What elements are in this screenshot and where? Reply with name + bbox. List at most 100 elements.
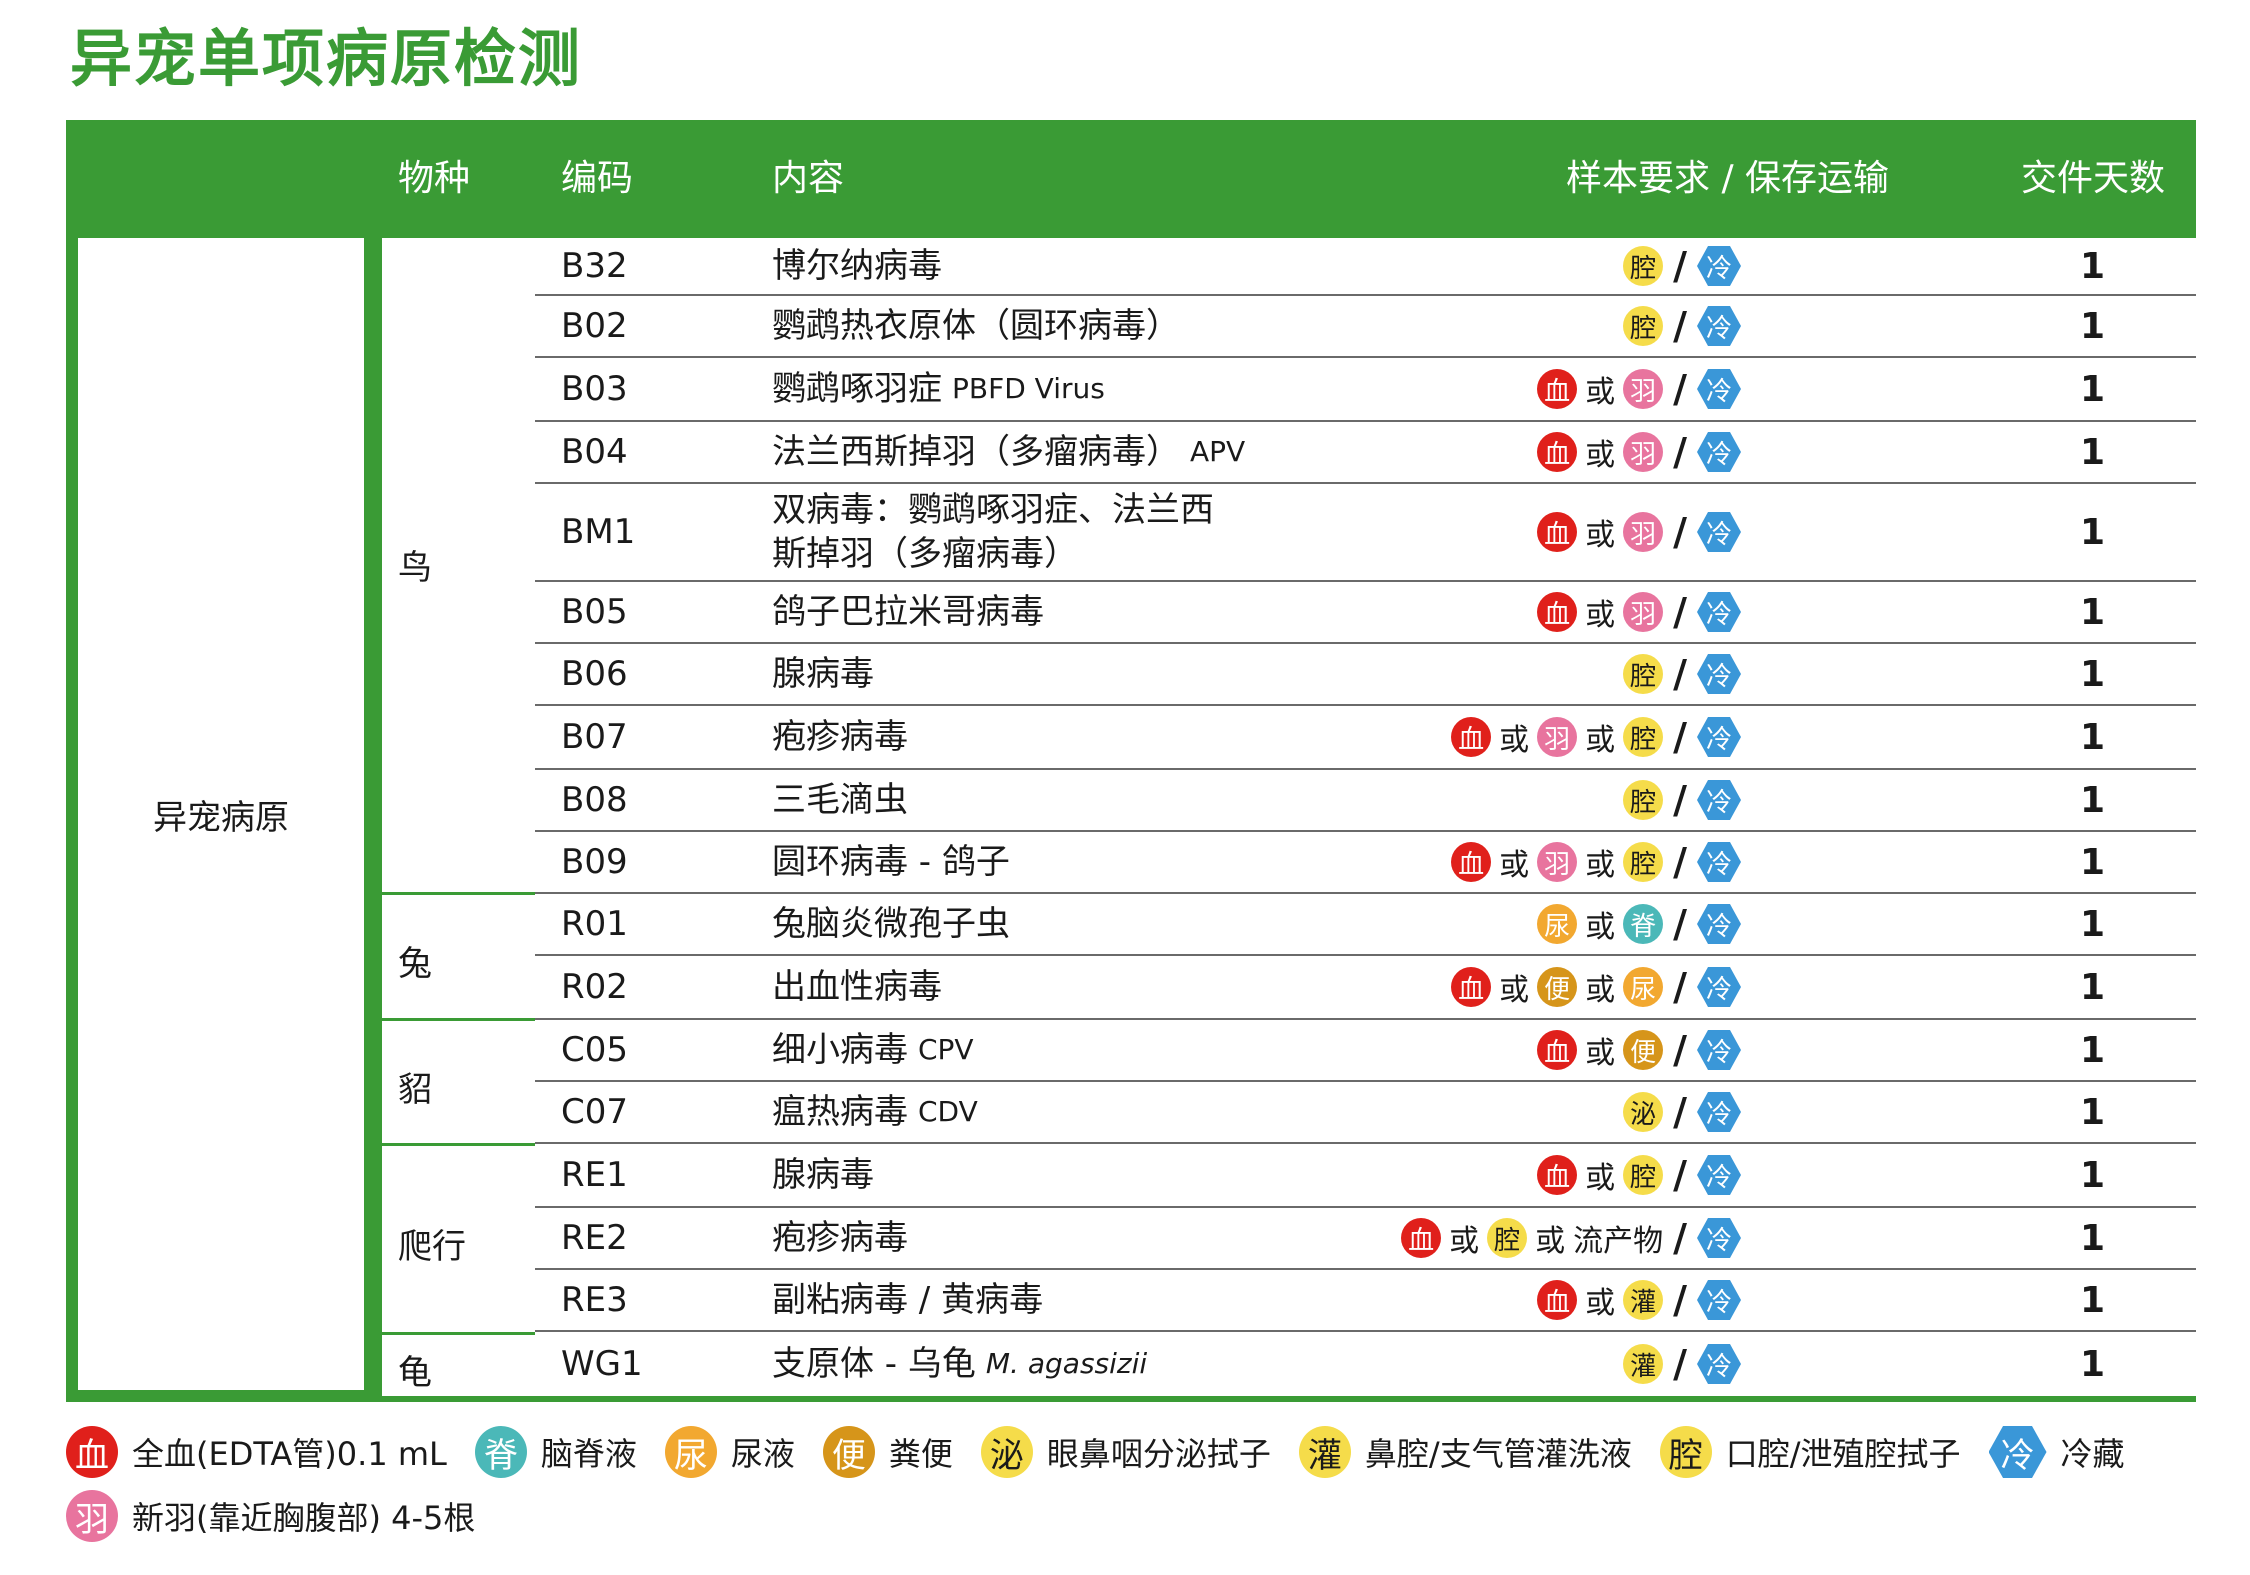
feather-icon: 羽 — [1537, 842, 1578, 882]
legend-item-spinal: 脊脑脊液 — [474, 1426, 637, 1478]
or-text: 或 — [1499, 848, 1530, 883]
row-days: 1 — [2080, 779, 2106, 821]
slash-separator: / — [1673, 590, 1687, 634]
table-row: BM1 双病毒：鹦鹉啄羽症、法兰西 斯掉羽（多瘤病毒） 血或羽 / 冷 1 — [535, 484, 2196, 582]
blood-icon: 血 — [1451, 717, 1492, 757]
row-content: 法兰西斯掉羽（多瘤病毒） APV — [772, 422, 1332, 482]
blood-icon: 血 — [1537, 1030, 1578, 1070]
table-row: R01 兔脑炎微孢子虫 尿或脊 / 冷 1 — [535, 894, 2196, 956]
row-sample-requirement: 腔 / 冷 — [1623, 296, 1741, 356]
cavity-swab-icon: 腔 — [1623, 246, 1664, 286]
secretion-swab-icon: 泌 — [1623, 1092, 1664, 1132]
slash-separator: / — [1673, 1090, 1687, 1134]
row-days: 1 — [2080, 1029, 2106, 1071]
legend-item-lavage: 灌鼻腔/支气管灌洗液 — [1298, 1426, 1632, 1478]
row-content: 三毛滴虫 — [772, 770, 1332, 830]
slash-separator: / — [1673, 1342, 1687, 1386]
cold-storage-icon: 冷 — [1697, 592, 1741, 632]
table-row: RE2 疱疹病毒血或腔或流产物 / 冷 1 — [535, 1208, 2196, 1270]
row-days: 1 — [2080, 368, 2106, 410]
legend-secretion-label: 眼鼻咽分泌拭子 — [1046, 1435, 1271, 1473]
cavity-swab-icon: 腔 — [1623, 780, 1664, 820]
row-name: 细小病毒 — [772, 1030, 908, 1070]
row-sample-requirement: 血或羽或腔 / 冷 — [1451, 706, 1741, 768]
row-name: 疱疹病毒 — [772, 717, 908, 757]
header-sample: 样本要求 / 保存运输 — [1566, 158, 1890, 199]
slash-separator: / — [1673, 304, 1687, 348]
legend-item-stool: 便粪便 — [822, 1426, 953, 1478]
row-code: B05 — [561, 592, 628, 632]
legend-line-1: 血全血(EDTA管)0.1 mL 脊脑脊液 尿尿液 便粪便 泌眼鼻咽分泌拭子 灌… — [66, 1426, 2125, 1478]
or-text: 或 — [1585, 848, 1616, 883]
species-reptile: 爬行 — [398, 1227, 466, 1267]
slash-separator: / — [1673, 652, 1687, 696]
header-days: 交件天数 — [2021, 158, 2166, 199]
row-name: 支原体 - 乌龟 — [772, 1344, 976, 1384]
feather-icon: 羽 — [1623, 512, 1664, 552]
cavity-swab-icon: 腔 — [1623, 306, 1664, 346]
or-text: 或 — [1585, 375, 1616, 410]
legend-feather-label: 新羽(靠近胸腹部) 4-5根 — [132, 1499, 476, 1537]
or-text: 或 — [1585, 1161, 1616, 1196]
row-name: 瘟热病毒 — [772, 1092, 908, 1132]
row-content: 支原体 - 乌龟 M. agassizii — [772, 1332, 1332, 1396]
row-days: 1 — [2080, 1279, 2106, 1321]
row-name: 鹦鹉热衣原体（圆环病毒） — [772, 306, 1180, 346]
row-name: 腺病毒 — [772, 1155, 874, 1195]
species-column-edge — [376, 238, 382, 1402]
legend-item-blood: 血全血(EDTA管)0.1 mL — [66, 1426, 447, 1478]
table-row: B05 鸽子巴拉米哥病毒 血或羽 / 冷 1 — [535, 582, 2196, 644]
row-name: 三毛滴虫 — [772, 780, 908, 820]
or-text: 或 — [1585, 438, 1616, 473]
species-divider — [376, 892, 535, 895]
cavity-swab-icon: 腔 — [1623, 654, 1664, 694]
row-sample-requirement: 尿或脊 / 冷 — [1537, 894, 1741, 954]
species-bird: 鸟 — [398, 548, 432, 588]
secretion-swab-icon: 泌 — [980, 1426, 1033, 1478]
row-days: 1 — [2080, 966, 2106, 1008]
row-code: WG1 — [561, 1344, 643, 1384]
slash-separator: / — [1673, 965, 1687, 1009]
row-code: B03 — [561, 369, 628, 409]
row-name-extra: PBFD Virus — [952, 372, 1105, 405]
cavity-swab-icon: 腔 — [1623, 717, 1664, 757]
or-text: 或 — [1585, 973, 1616, 1008]
table-header: 物种 编码 内容 样本要求 / 保存运输 交件天数 — [66, 120, 2196, 238]
row-sample-requirement: 泌 / 冷 — [1623, 1082, 1741, 1142]
blood-icon: 血 — [1401, 1218, 1442, 1258]
row-code: RE2 — [561, 1218, 628, 1258]
blood-icon: 血 — [1451, 842, 1492, 882]
cold-storage-icon: 冷 — [1697, 1092, 1741, 1132]
row-code: BM1 — [561, 512, 636, 552]
stool-icon: 便 — [1537, 967, 1578, 1007]
legend-item-urine: 尿尿液 — [664, 1426, 795, 1478]
table-row: B08 三毛滴虫 腔 / 冷 1 — [535, 770, 2196, 832]
or-text: 或 — [1585, 1286, 1616, 1321]
cold-storage-icon: 冷 — [1697, 717, 1741, 757]
row-content: 腺病毒 — [772, 644, 1332, 704]
table-row: WG1 支原体 - 乌龟 M. agassizii 灌 / 冷 1 — [535, 1332, 2196, 1396]
blood-icon: 血 — [1537, 432, 1578, 472]
or-text: 或 — [1499, 973, 1530, 1008]
blood-icon: 血 — [1537, 512, 1578, 552]
legend-cold-label: 冷藏 — [2060, 1435, 2125, 1473]
or-text: 或 — [1585, 723, 1616, 758]
row-days: 1 — [2080, 841, 2106, 883]
row-sample-requirement: 血或羽 / 冷 — [1537, 582, 1741, 642]
cold-storage-icon: 冷 — [1697, 432, 1741, 472]
header-content: 内容 — [772, 158, 845, 199]
or-text: 或 — [1585, 518, 1616, 553]
row-sample-requirement: 血或腔或流产物 / 冷 — [1401, 1208, 1741, 1268]
row-code: B08 — [561, 780, 628, 820]
slash-separator: / — [1673, 778, 1687, 822]
or-text: 或 — [1585, 910, 1616, 945]
or-text: 或 — [1585, 598, 1616, 633]
spinal-fluid-icon: 脊 — [1623, 904, 1664, 944]
cold-storage-icon: 冷 — [1697, 780, 1741, 820]
row-days: 1 — [2080, 245, 2106, 287]
slash-separator: / — [1673, 430, 1687, 474]
table-row: RE3 副粘病毒 / 黄病毒 血或灌 / 冷 1 — [535, 1270, 2196, 1332]
row-code: RE1 — [561, 1155, 628, 1195]
urine-icon: 尿 — [1537, 904, 1578, 944]
cold-storage-icon: 冷 — [1697, 967, 1741, 1007]
